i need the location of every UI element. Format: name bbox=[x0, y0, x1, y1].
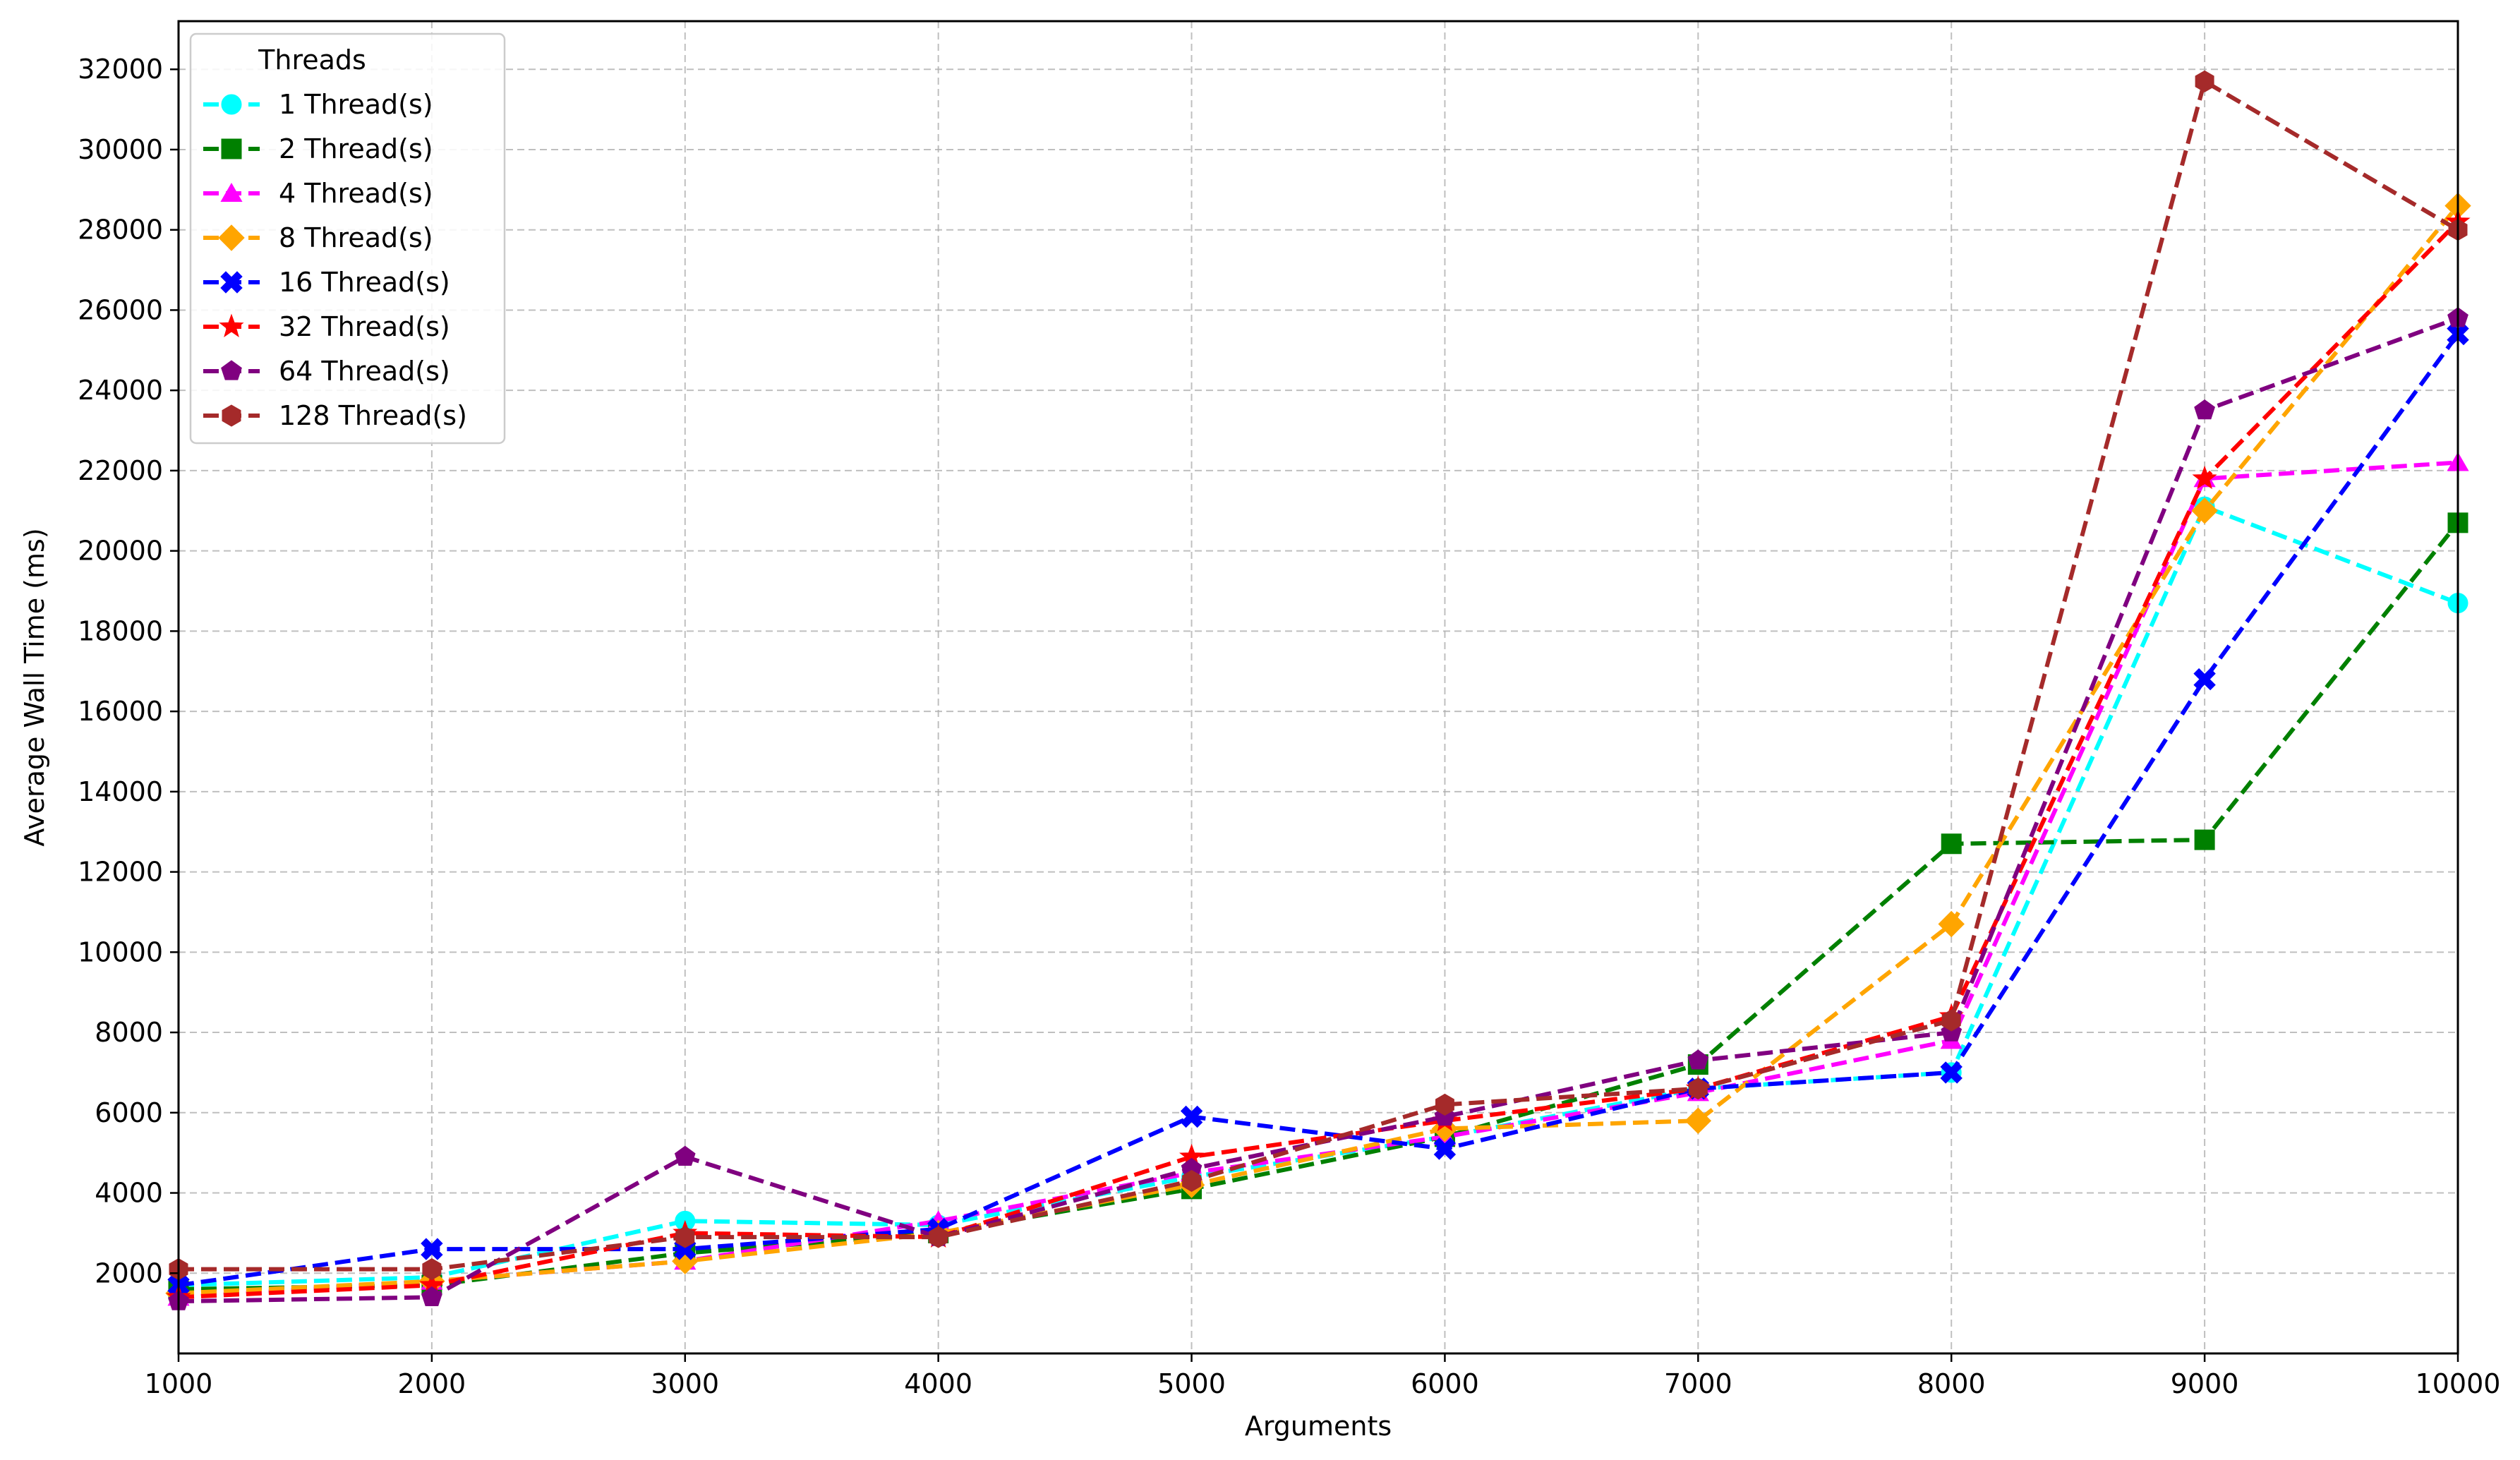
data-point bbox=[2195, 70, 2214, 92]
data-point bbox=[2191, 497, 2218, 524]
series-line bbox=[178, 220, 2460, 1300]
y-axis-label: Average Wall Time (ms) bbox=[19, 528, 50, 846]
data-point bbox=[421, 1238, 443, 1260]
legend-label: 2 Thread(s) bbox=[279, 133, 433, 164]
legend-item: 1 Thread(s) bbox=[203, 89, 433, 120]
data-point bbox=[1182, 1169, 1201, 1193]
data-point bbox=[1688, 1078, 1708, 1100]
legend-item: 128 Thread(s) bbox=[203, 400, 467, 431]
data-point bbox=[2194, 829, 2215, 850]
series-line bbox=[178, 505, 2459, 1288]
y-tick-label: 12000 bbox=[78, 857, 163, 888]
data-point bbox=[674, 1145, 696, 1166]
y-tick-label: 24000 bbox=[78, 375, 163, 406]
legend-label: 1 Thread(s) bbox=[279, 89, 433, 120]
data-point bbox=[2194, 399, 2215, 420]
x-tick-label: 1000 bbox=[145, 1368, 213, 1399]
x-tick-label: 10000 bbox=[2416, 1368, 2501, 1399]
y-tick-label: 26000 bbox=[78, 294, 163, 325]
series-line bbox=[178, 332, 2460, 1288]
series-line bbox=[179, 79, 2459, 1272]
legend-marker bbox=[220, 271, 243, 294]
x-tick-label: 3000 bbox=[651, 1368, 719, 1399]
data-point bbox=[1433, 1138, 1457, 1160]
legend-item: 32 Thread(s) bbox=[203, 311, 450, 342]
legend-title: Threads bbox=[258, 44, 366, 76]
ticks: 1000 2000 3000 4000 5000 6000 7000 8000 9000 1000… bbox=[78, 54, 2500, 1399]
legend-item: 2 Thread(s) bbox=[203, 133, 433, 164]
data-point bbox=[1180, 1105, 1203, 1128]
data-point bbox=[1941, 833, 1962, 855]
x-tick-label: 6000 bbox=[1411, 1368, 1479, 1399]
data-point bbox=[422, 1258, 442, 1281]
data-point bbox=[1940, 1061, 1963, 1084]
legend-label: 64 Thread(s) bbox=[279, 356, 450, 387]
legend-item: 64 Thread(s) bbox=[203, 356, 450, 387]
y-tick-label: 16000 bbox=[78, 696, 163, 727]
data-point bbox=[675, 1226, 695, 1248]
data-point bbox=[1938, 910, 1965, 938]
x-tick-label: 5000 bbox=[1157, 1368, 1226, 1399]
legend-label: 4 Thread(s) bbox=[279, 178, 433, 209]
legend-label: 8 Thread(s) bbox=[279, 222, 433, 253]
legend-item: 8 Thread(s) bbox=[203, 222, 433, 253]
series-group bbox=[165, 70, 2471, 1310]
plot-frame bbox=[177, 20, 2459, 1355]
data-point bbox=[1684, 1107, 1712, 1134]
legend-item: 4 Thread(s) bbox=[203, 178, 433, 209]
data-point bbox=[2192, 465, 2217, 490]
x-tick-label: 4000 bbox=[904, 1368, 972, 1399]
legend-label: 16 Thread(s) bbox=[279, 267, 450, 298]
y-tick-label: 8000 bbox=[95, 1017, 163, 1048]
x-tick-label: 2000 bbox=[398, 1368, 466, 1399]
series-line bbox=[178, 460, 2459, 1300]
y-tick-label: 28000 bbox=[78, 215, 163, 246]
data-point bbox=[421, 1286, 442, 1306]
legend-label: 32 Thread(s) bbox=[279, 311, 450, 342]
legend-label: 128 Thread(s) bbox=[279, 400, 467, 431]
legend-marker bbox=[222, 404, 241, 427]
legend-marker bbox=[220, 182, 243, 202]
y-tick-label: 22000 bbox=[78, 455, 163, 486]
legend-box bbox=[189, 32, 506, 445]
y-tick-label: 4000 bbox=[95, 1178, 163, 1209]
y-tick-label: 10000 bbox=[78, 936, 163, 967]
x-tick-label: 7000 bbox=[1664, 1368, 1732, 1399]
legend: Threads 1 Thread(s) 2 Thread(s) 4 Thread(s)… bbox=[189, 32, 506, 445]
y-tick-label: 6000 bbox=[95, 1097, 163, 1128]
data-point bbox=[929, 1226, 948, 1248]
data-point bbox=[1941, 1009, 1961, 1032]
x-tick-label: 9000 bbox=[2171, 1368, 2239, 1399]
legend-item: 16 Thread(s) bbox=[203, 267, 450, 298]
y-tick-label: 14000 bbox=[78, 776, 163, 807]
y-tick-label: 20000 bbox=[78, 536, 163, 567]
y-tick-label: 32000 bbox=[78, 54, 163, 85]
data-point bbox=[1435, 1093, 1454, 1116]
legend-marker bbox=[221, 94, 242, 115]
data-point bbox=[1687, 1049, 1709, 1070]
x-axis-label: Arguments bbox=[1245, 1411, 1392, 1442]
legend-marker bbox=[221, 360, 242, 380]
x-tick-label: 8000 bbox=[1917, 1368, 1986, 1399]
legend-marker bbox=[219, 313, 244, 337]
y-tick-label: 18000 bbox=[78, 615, 163, 646]
y-tick-label: 30000 bbox=[78, 134, 163, 165]
data-point bbox=[2193, 668, 2216, 691]
legend-marker bbox=[221, 138, 242, 159]
y-tick-label: 2000 bbox=[95, 1257, 163, 1289]
legend-marker bbox=[218, 224, 245, 251]
